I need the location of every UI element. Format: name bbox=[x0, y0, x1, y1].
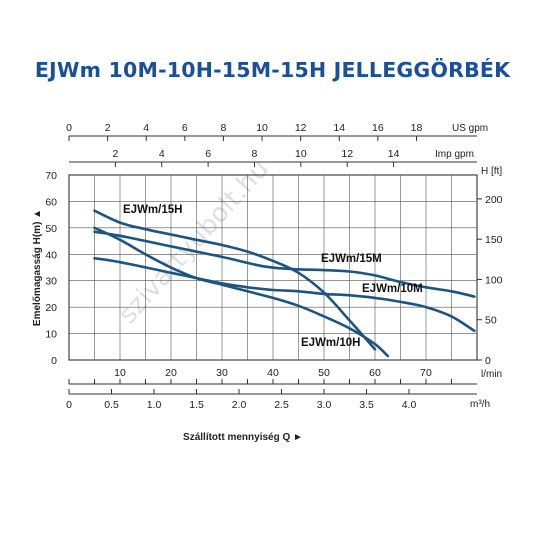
y2-tick-label: 150 bbox=[485, 234, 503, 246]
y-tick-label: 60 bbox=[45, 196, 57, 208]
imp-gpm-axis-tick-label: 2 bbox=[112, 148, 118, 160]
y2-tick-label: 50 bbox=[485, 315, 497, 327]
x-tick-label: 20 bbox=[165, 367, 177, 379]
y-tick-label: 70 bbox=[45, 170, 57, 182]
y-tick-label: 50 bbox=[45, 223, 57, 235]
us-gpm-axis-tick-label: 4 bbox=[143, 122, 149, 134]
us-gpm-axis-unit: US gpm bbox=[452, 123, 488, 134]
imp-gpm-axis-tick-label: 14 bbox=[388, 148, 400, 160]
m3h-axis-tick-label: 0 bbox=[66, 399, 72, 411]
us-gpm-axis-tick-label: 18 bbox=[411, 122, 423, 134]
m3h-axis-tick-label: 1.5 bbox=[189, 399, 204, 411]
x-tick-label: 60 bbox=[369, 367, 381, 379]
m3h-axis-tick-label: 2.5 bbox=[274, 399, 289, 411]
y2-axis-unit: H [ft] bbox=[481, 166, 502, 177]
watermark: szivattyubolt.hu bbox=[113, 154, 275, 329]
curve-label-ejwm-10h: EJWm/10H bbox=[301, 337, 360, 349]
us-gpm-axis-tick-label: 12 bbox=[295, 122, 307, 134]
imp-gpm-axis-tick-label: 8 bbox=[252, 148, 258, 160]
imp-gpm-axis-tick-label: 6 bbox=[205, 148, 211, 160]
m3h-axis-tick-label: 3.5 bbox=[359, 399, 374, 411]
x-axis-unit: l/min bbox=[481, 369, 502, 380]
m3h-axis-unit: m³/h bbox=[470, 399, 490, 410]
m3h-axis-tick-label: 0.5 bbox=[104, 399, 119, 411]
x-tick-label: 50 bbox=[318, 367, 330, 379]
curve-label-ejwm-15h: EJWm/15H bbox=[123, 204, 182, 216]
chart-labels: Emelőmagasság H(m) ▲ Szállított mennyiség… bbox=[32, 204, 423, 443]
page-title: EJWm 10M-10H-15M-15H JELLEGGÖRBÉK bbox=[34, 58, 511, 82]
y-tick-label: 20 bbox=[45, 302, 57, 314]
curve-ejwm-15h bbox=[93, 209, 377, 351]
imp-gpm-axis-tick-label: 10 bbox=[295, 148, 307, 160]
us-gpm-axis-tick-label: 2 bbox=[105, 122, 111, 134]
imp-gpm-axis-tick-label: 4 bbox=[159, 148, 165, 160]
us-gpm-axis-tick-label: 10 bbox=[256, 122, 268, 134]
curve-label-ejwm-15m: EJWm/15M bbox=[321, 253, 382, 265]
us-gpm-axis-tick-label: 16 bbox=[372, 122, 384, 134]
y-tick-label: 0 bbox=[51, 355, 57, 367]
y-axis-title: Emelőmagasság H(m) ▲ bbox=[32, 209, 43, 326]
curve-label-ejwm-10m: EJWm/10M bbox=[362, 283, 423, 295]
chart-grid bbox=[69, 175, 477, 360]
x-tick-label: 40 bbox=[267, 367, 279, 379]
chart-curves bbox=[93, 209, 476, 358]
y-tick-label: 10 bbox=[45, 329, 57, 341]
curve-ejwm-15m bbox=[93, 230, 476, 298]
us-gpm-axis-tick-label: 0 bbox=[66, 122, 72, 134]
x-tick-label: 10 bbox=[114, 367, 126, 379]
y-tick-label: 40 bbox=[45, 249, 57, 261]
m3h-axis-tick-label: 2.0 bbox=[232, 399, 247, 411]
curve-ejwm-10h bbox=[93, 226, 390, 358]
y2-tick-label: 100 bbox=[485, 274, 503, 286]
curve-ejwm-10m bbox=[93, 257, 476, 333]
y2-tick-label: 200 bbox=[485, 194, 503, 206]
us-gpm-axis-tick-label: 6 bbox=[182, 122, 188, 134]
m3h-axis-tick-label: 3.0 bbox=[317, 399, 332, 411]
imp-gpm-axis-unit: Imp gpm bbox=[435, 149, 474, 160]
us-gpm-axis-tick-label: 8 bbox=[221, 122, 227, 134]
us-gpm-axis-tick-label: 14 bbox=[333, 122, 345, 134]
y-tick-label: 30 bbox=[45, 276, 57, 288]
x-axis-title: Szállított mennyiség Q ► bbox=[183, 432, 303, 443]
imp-gpm-axis-tick-label: 12 bbox=[341, 148, 353, 160]
m3h-axis-tick-label: 1.0 bbox=[147, 399, 162, 411]
y2-tick-label: 0 bbox=[485, 355, 491, 367]
x-tick-label: 70 bbox=[420, 367, 432, 379]
x-tick-label: 30 bbox=[216, 367, 228, 379]
m3h-axis-tick-label: 4.0 bbox=[402, 399, 417, 411]
